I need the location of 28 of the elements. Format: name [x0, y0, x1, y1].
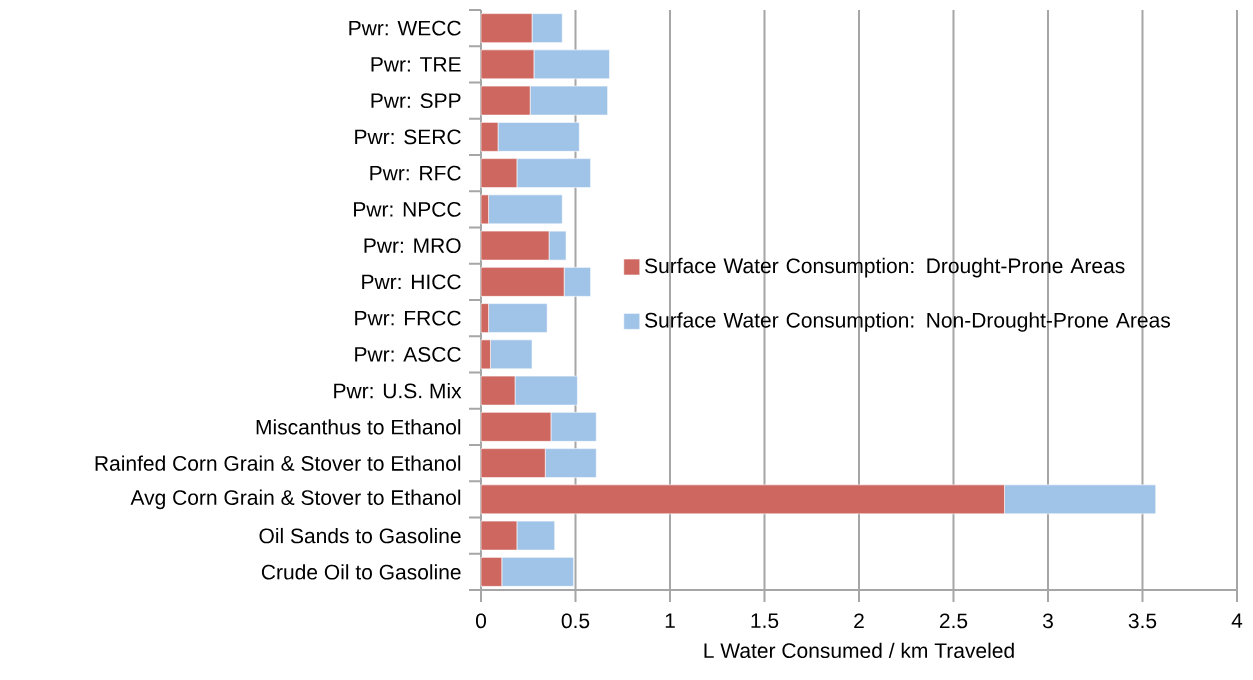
x-tick-label: 0.5: [561, 613, 590, 629]
x-tick-label: 2: [854, 613, 864, 629]
x-tick-label: 0: [475, 613, 487, 629]
x-tick-label: 3.5: [1128, 613, 1157, 629]
y-tick-label: Oil Sands to Gasoline: [259, 527, 461, 544]
y-tick-label: Pwr: HICC: [362, 274, 461, 290]
y-tick-label: Pwr: NPCC: [354, 201, 461, 217]
x-tick-label: 4: [1231, 613, 1243, 628]
y-tick-label: Pwr: SERC: [355, 129, 461, 145]
y-tick-label: Pwr: WECC: [349, 20, 461, 36]
x-tick-label: 2.5: [939, 613, 968, 629]
y-tick-label: Pwr: ASCC: [355, 346, 461, 362]
legend-label: Surface Water Consumption: Non-Drought-Prone Areas: [645, 312, 1170, 332]
x-tick-label: 1: [665, 613, 675, 628]
y-tick-label: Pwr: MRO: [364, 238, 461, 254]
x-axis-title: L Water Consumed / km Traveled: [704, 642, 1014, 659]
y-tick-label: Pwr: TRE: [371, 57, 461, 72]
y-tick-label: Pwr: SPP: [371, 93, 461, 109]
y-tick-label: Pwr: U.S. Mix: [334, 382, 462, 399]
y-tick-label: Pwr: RFC: [370, 165, 461, 181]
y-tick-label: Avg Corn Grain & Stover to Ethanol: [130, 489, 461, 510]
x-tick-label: 1.5: [751, 613, 779, 629]
x-tick-label: 3: [1042, 613, 1053, 629]
y-tick-label: Rainfed Corn Grain & Stover to Ethanol: [95, 455, 461, 471]
y-tick-label: Miscanthus to Ethanol: [256, 419, 461, 435]
y-tick-label: Crude Oil to Gasoline: [261, 564, 461, 580]
legend-label: Surface Water Consumption: Drought-Prone Areas: [645, 257, 1125, 278]
y-tick-label: Pwr: FRCC: [355, 310, 461, 326]
